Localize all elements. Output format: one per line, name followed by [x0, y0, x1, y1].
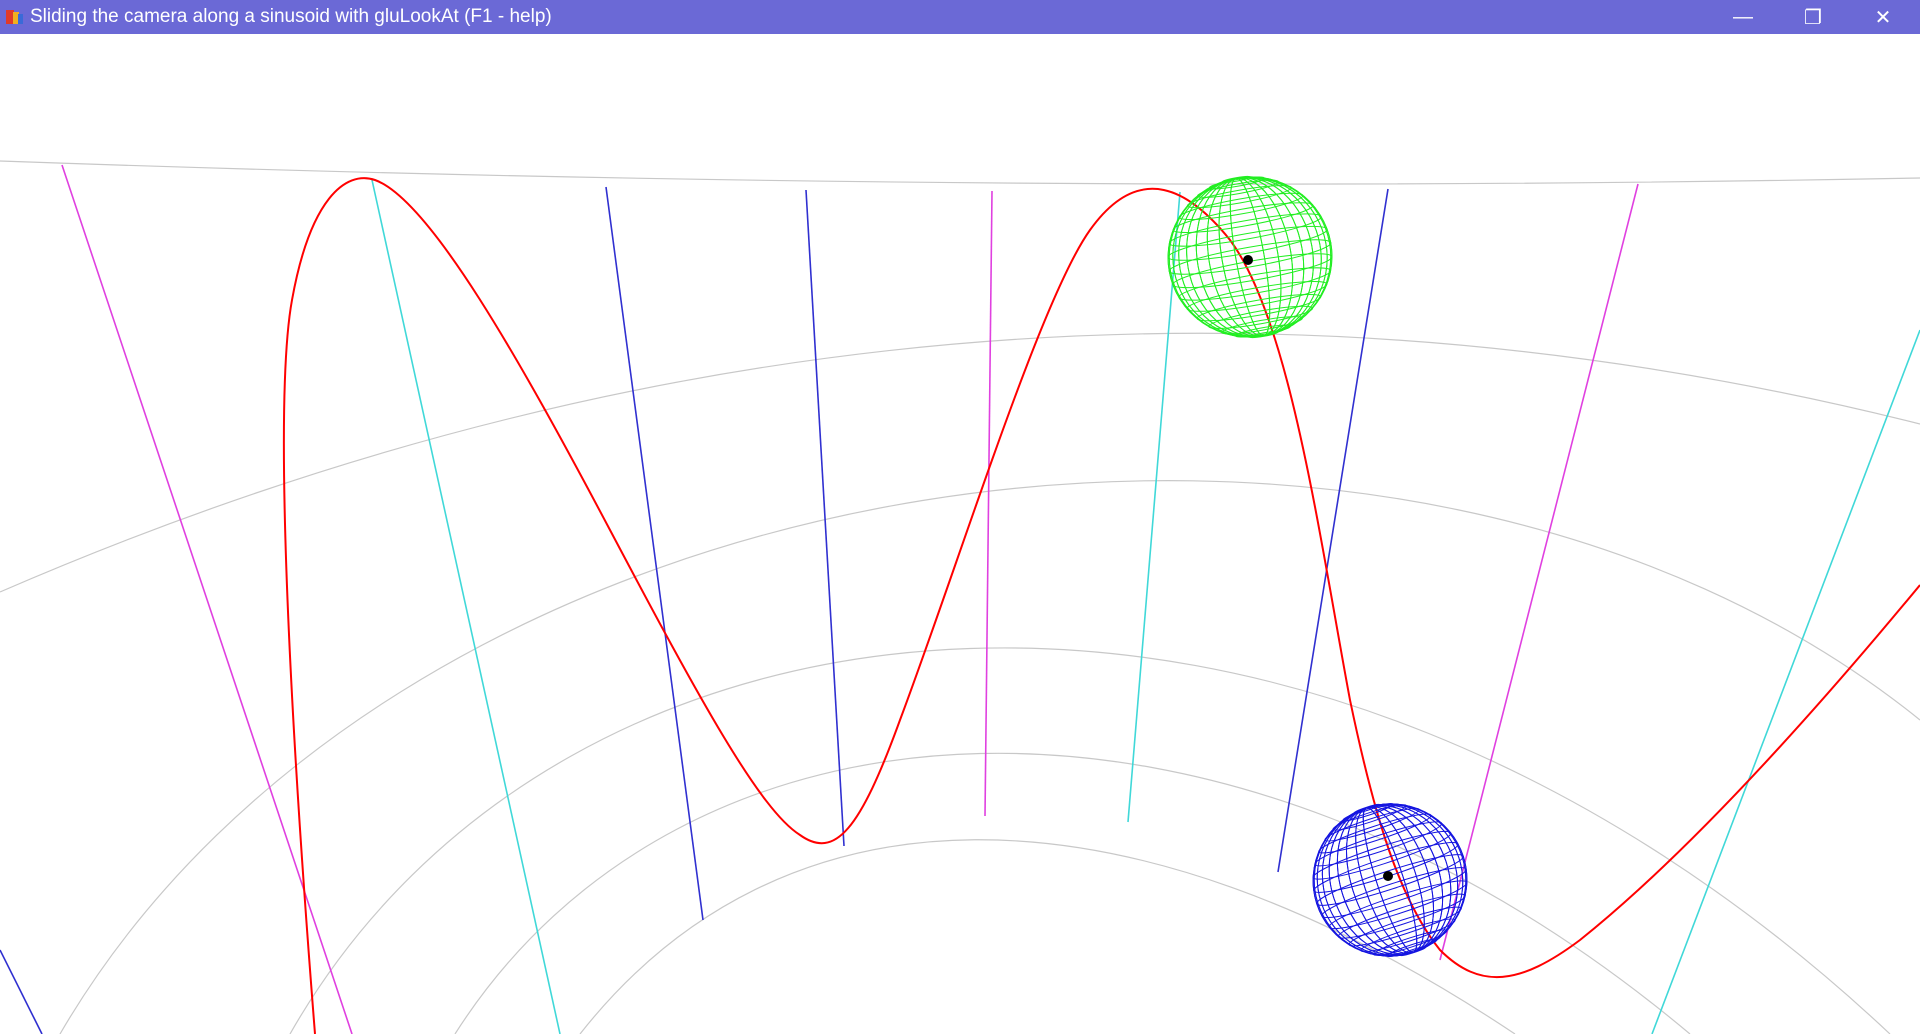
- grid-arc-1: [0, 332, 1920, 593]
- rung-line: [1651, 329, 1920, 1034]
- minimize-icon: —: [1733, 5, 1753, 28]
- green-sphere: [1167, 175, 1333, 339]
- rung-line: [1439, 183, 1639, 961]
- sphere-outline: [1167, 176, 1333, 338]
- rung-line: [605, 186, 704, 921]
- grid-arc-4: [454, 752, 1691, 1034]
- close-icon: ✕: [1874, 6, 1892, 29]
- sinusoid-curve: [282, 177, 1920, 1034]
- app-icon[interactable]: [4, 6, 26, 28]
- window-title: Sliding the camera along a sinusoid with…: [30, 6, 552, 27]
- minimize-button[interactable]: —: [1708, 0, 1778, 34]
- blue-sphere-center-marker: [1383, 871, 1393, 881]
- sphere-parallel: [1186, 280, 1328, 312]
- title-bar[interactable]: Sliding the camera along a sinusoid with…: [0, 0, 1920, 34]
- rung-line: [61, 164, 353, 1034]
- rung-line: [1277, 188, 1389, 873]
- restore-button[interactable]: ❐: [1778, 0, 1848, 34]
- rung-line: [805, 189, 845, 847]
- rung-line: [0, 949, 43, 1034]
- gl-viewport[interactable]: [0, 34, 1920, 1034]
- sphere-outline: [1312, 803, 1468, 957]
- grid-horizon-line: [0, 160, 1920, 185]
- grid-arc-3: [289, 647, 1891, 1034]
- grid-arc-2: [59, 480, 1920, 1034]
- sphere-parallel: [1172, 253, 1333, 289]
- grid-arc-5: [579, 839, 1516, 1034]
- rung-line: [984, 190, 993, 817]
- blue-sphere: [1312, 802, 1468, 958]
- scene-svg: [0, 160, 1920, 1034]
- close-button[interactable]: ✕: [1848, 0, 1918, 34]
- green-sphere-center-marker: [1243, 255, 1253, 265]
- rung-line: [371, 179, 561, 1034]
- restore-icon: ❐: [1804, 6, 1822, 29]
- rung-line: [1127, 191, 1181, 823]
